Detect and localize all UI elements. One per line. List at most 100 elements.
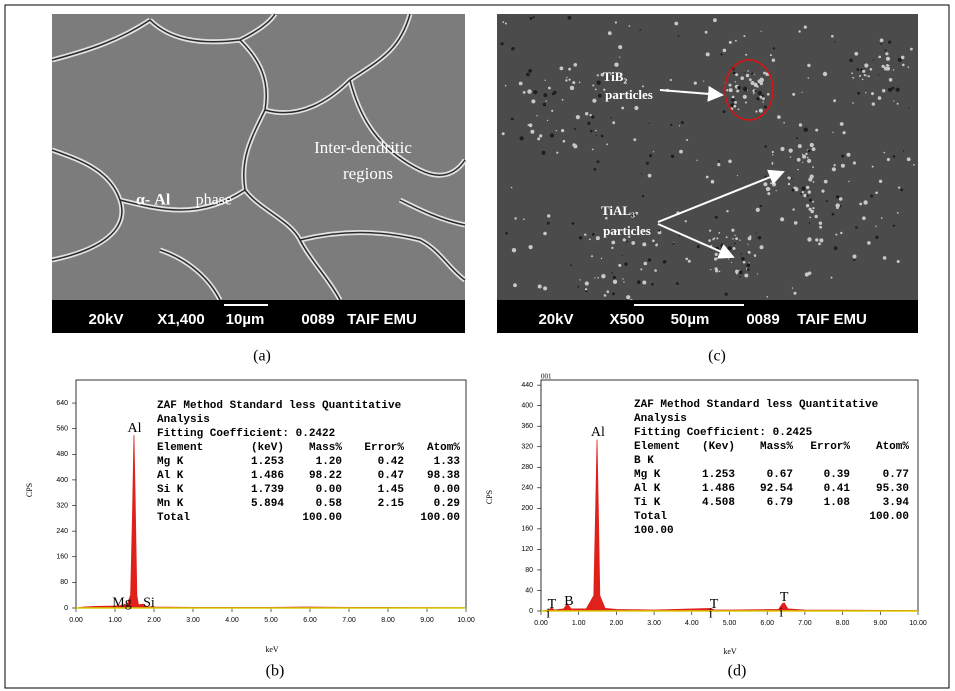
speck	[511, 47, 514, 50]
speck	[831, 35, 834, 38]
speck	[618, 264, 621, 267]
speck	[574, 128, 576, 130]
speck	[836, 203, 840, 207]
speck	[865, 92, 866, 93]
speck	[718, 232, 720, 234]
speck	[597, 74, 599, 76]
speck	[732, 96, 735, 99]
table-cell: 1.486	[702, 483, 735, 495]
speck	[658, 230, 660, 232]
table-cell: 3.94	[883, 497, 910, 509]
y-tick-label: 240	[521, 485, 533, 492]
speck	[826, 200, 828, 202]
speck	[770, 182, 772, 184]
speck	[592, 85, 594, 87]
speck	[792, 208, 794, 210]
speck	[863, 200, 867, 204]
speck	[639, 29, 641, 31]
speck	[757, 273, 758, 274]
speck	[886, 67, 890, 71]
speck	[587, 122, 590, 125]
speck	[798, 144, 802, 148]
speck	[711, 180, 715, 184]
speck	[735, 86, 736, 87]
table-cell: 92.54	[760, 483, 793, 495]
speck	[622, 278, 623, 279]
speck	[574, 63, 578, 67]
speck	[801, 187, 805, 191]
speck	[543, 286, 547, 290]
speck	[798, 30, 800, 32]
table-cell: 1.253	[251, 456, 284, 468]
speck	[788, 183, 790, 185]
x-tick-label: 3.00	[186, 617, 200, 624]
speck	[725, 293, 728, 296]
speck	[792, 287, 793, 288]
speck	[577, 286, 579, 288]
x-tick-label: 1.00	[108, 617, 122, 624]
table-cell: Mn K	[157, 498, 184, 510]
speck	[626, 241, 628, 243]
image-label: α- Al	[136, 192, 171, 209]
table-cell: 98.38	[427, 470, 460, 482]
speck	[873, 60, 874, 61]
speck	[891, 87, 894, 90]
speck	[853, 161, 856, 164]
speck	[767, 296, 769, 298]
speck	[812, 201, 814, 203]
speck	[601, 135, 604, 138]
speck	[834, 164, 836, 166]
speck	[760, 82, 764, 86]
speck	[663, 260, 667, 264]
x-tick-label: 5.00	[264, 617, 278, 624]
speck	[745, 102, 747, 104]
table-cell: 0.58	[316, 498, 343, 510]
speck	[748, 262, 749, 263]
speck	[585, 281, 589, 285]
speck	[592, 149, 594, 151]
speck	[797, 158, 801, 162]
speck	[611, 272, 613, 274]
speck	[641, 173, 642, 174]
speck	[733, 247, 736, 250]
speck	[780, 217, 784, 221]
speck	[547, 214, 550, 217]
speck	[594, 168, 597, 171]
speck	[576, 115, 580, 119]
speck	[715, 253, 718, 256]
sem-image	[52, 14, 465, 300]
speck	[843, 131, 846, 134]
speck	[881, 217, 883, 219]
speck	[585, 112, 588, 115]
speck	[731, 262, 732, 263]
peak-label: T	[780, 590, 789, 605]
speck	[887, 158, 890, 161]
speck	[550, 133, 554, 137]
speck	[797, 190, 798, 191]
peak-label: Al	[591, 425, 605, 440]
speck	[807, 64, 810, 67]
speck	[803, 194, 807, 198]
speck	[832, 213, 835, 216]
speck	[875, 192, 878, 195]
y-tick-label: 560	[56, 426, 68, 433]
speck	[637, 280, 641, 284]
speck	[812, 207, 814, 209]
table-total: Total	[157, 512, 190, 524]
speck	[685, 220, 687, 222]
panel-caption: (b)	[266, 663, 285, 680]
speck	[901, 56, 905, 60]
speck	[590, 114, 592, 116]
speck	[505, 232, 508, 235]
speck	[749, 235, 751, 237]
table-cell: 1.486	[251, 470, 284, 482]
speck	[731, 229, 734, 232]
speck	[772, 154, 773, 155]
speck	[673, 242, 675, 244]
speck	[736, 90, 739, 93]
speck	[710, 269, 711, 270]
table-header: Element	[157, 442, 203, 454]
speck	[753, 93, 754, 94]
scale-bar-text: X1,400	[157, 311, 205, 328]
speck	[529, 245, 533, 249]
